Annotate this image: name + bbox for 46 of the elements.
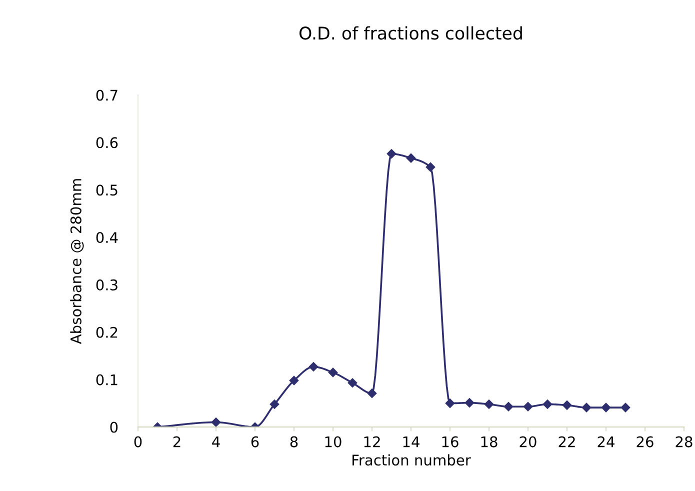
- point: [601, 402, 611, 412]
- point: [211, 418, 221, 427]
- point: [386, 149, 396, 158]
- point: [308, 362, 318, 372]
- x-tick-label: 16: [442, 436, 458, 448]
- x-tick-label: 6: [251, 436, 259, 448]
- chart-title: O.D. of fractions collected: [300, 26, 522, 40]
- point: [504, 402, 514, 412]
- y-tick-label: 0.4: [96, 232, 118, 244]
- point: [523, 402, 533, 412]
- x-axis-title: Fraction number: [352, 454, 471, 466]
- y-tick-label: 0.5: [96, 184, 118, 196]
- x-tick-label: 18: [481, 436, 498, 448]
- x-tick-label: 8: [290, 436, 298, 448]
- point: [367, 388, 377, 398]
- x-tick-label: 20: [520, 436, 536, 448]
- y-tick-label: 0.2: [96, 326, 118, 338]
- y-tick-label: 0: [110, 422, 118, 433]
- x-tick-label: 14: [403, 436, 420, 448]
- y-tick-label: 0.6: [96, 137, 118, 148]
- y-tick-label: 0.1: [96, 374, 118, 386]
- point: [270, 400, 280, 409]
- point: [426, 162, 436, 172]
- point: [406, 153, 416, 163]
- point: [348, 378, 358, 388]
- x-tick-label: 10: [325, 436, 342, 448]
- point: [328, 368, 338, 378]
- x-tick-label: 22: [558, 436, 575, 448]
- point: [582, 402, 592, 412]
- point: [289, 376, 299, 386]
- y-axis-title: Absorbance @ 280mm: [70, 179, 84, 344]
- x-tick-label: 12: [364, 436, 380, 448]
- point: [562, 400, 572, 410]
- y-tick-label: 0.7: [96, 90, 118, 101]
- point: [484, 400, 494, 409]
- x-tick-label: 0: [134, 436, 142, 448]
- point: [620, 402, 630, 412]
- x-tick-label: 4: [212, 436, 220, 448]
- point: [445, 398, 455, 408]
- x-tick-label: 26: [636, 436, 654, 448]
- x-tick-label: 2: [173, 436, 180, 448]
- point: [464, 398, 474, 408]
- x-tick-label: 28: [676, 436, 692, 448]
- point: [542, 400, 552, 409]
- y-tick-label: 0.3: [96, 279, 118, 290]
- x-tick-label: 24: [598, 436, 614, 448]
